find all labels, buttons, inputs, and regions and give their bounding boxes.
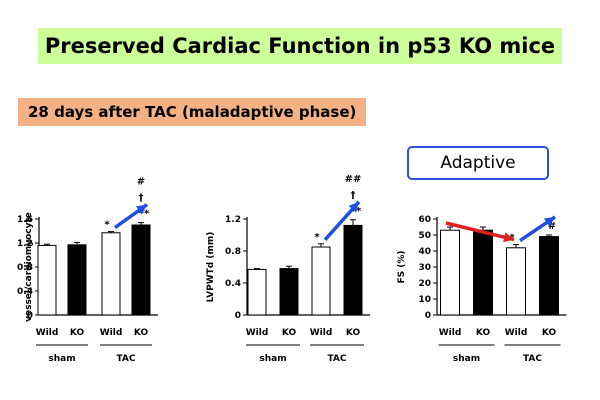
group-label-tac: TAC (116, 354, 135, 364)
group-label-sham: sham (259, 354, 286, 364)
significance-mark: ** (139, 209, 150, 220)
y-tick-label: 1.2 (225, 215, 241, 225)
significance-mark: * (314, 232, 320, 243)
group-label-tac: TAC (327, 354, 346, 364)
y-tick-label: 0.4 (17, 287, 33, 297)
y-tick-label: 1.6 (17, 215, 33, 225)
x-tick-label: KO (134, 328, 149, 338)
bar (473, 229, 493, 316)
x-tick-label: Wild (246, 328, 269, 338)
page-title: Preserved Cardiac Function in p53 KO mic… (44, 34, 556, 58)
bar (440, 229, 460, 316)
y-tick-label: 0.8 (225, 247, 241, 257)
x-tick-label: KO (346, 328, 361, 338)
x-tick-label: KO (542, 328, 557, 338)
x-tick-label: Wild (439, 328, 462, 338)
y-axis-label: LVPWTd (mm) (206, 232, 216, 303)
y-tick-label: 60 (418, 215, 431, 225)
title-banner: Preserved Cardiac Function in p53 KO mic… (38, 28, 562, 64)
y-tick-label: 0.4 (225, 279, 241, 289)
bar (311, 246, 331, 316)
adaptive-label: Adaptive (440, 153, 516, 173)
bar (343, 224, 363, 316)
bar (506, 247, 526, 316)
y-tick-label: 10 (418, 295, 431, 305)
group-label-sham: sham (48, 354, 75, 364)
ko-mark: ## (345, 174, 362, 185)
trend-arrow-head (135, 204, 147, 215)
adaptive-label-box: Adaptive (407, 146, 549, 180)
x-tick-label: KO (282, 328, 297, 338)
x-tick-label: Wild (310, 328, 333, 338)
y-tick-label: 0.8 (17, 263, 33, 273)
y-tick-label: 20 (418, 279, 431, 289)
bar (131, 224, 151, 316)
x-tick-label: KO (70, 328, 85, 338)
trend-arrow-head (348, 201, 359, 213)
y-tick-label: 50 (418, 231, 431, 241)
page-subtitle: 28 days after TAC (maladaptive phase) (28, 103, 357, 121)
y-tick-label: 0 (235, 311, 241, 321)
trend-arrow (445, 221, 515, 242)
ko-mark: # (137, 177, 145, 188)
trend-arrow-head (543, 217, 555, 227)
group-label-sham: sham (453, 354, 480, 364)
bar (247, 268, 267, 316)
x-tick-label: Wild (505, 328, 528, 338)
ko-mark: † (351, 190, 356, 201)
x-tick-label: KO (476, 328, 491, 338)
ko-mark: † (139, 193, 144, 204)
significance-mark: # (548, 221, 556, 232)
x-tick-label: Wild (100, 328, 123, 338)
y-axis-label: FS (%) (397, 250, 407, 283)
y-tick-label: 1.2 (17, 239, 33, 249)
y-tick-label: 0 (425, 311, 431, 321)
y-tick-label: 0 (27, 311, 33, 321)
y-axis-label: vessel/cardiomyocyte (24, 212, 34, 322)
bar (67, 244, 87, 316)
significance-mark: * (104, 220, 110, 231)
bar (37, 244, 57, 316)
bar (539, 236, 559, 316)
group-label-tac: TAC (523, 354, 542, 364)
subtitle-banner: 28 days after TAC (maladaptive phase) (18, 98, 367, 126)
bar (279, 268, 299, 316)
y-tick-label: 40 (418, 247, 431, 257)
x-tick-label: Wild (36, 328, 59, 338)
bar (101, 232, 121, 316)
y-tick-label: 30 (418, 263, 431, 273)
trend-arrow-head (503, 232, 514, 243)
